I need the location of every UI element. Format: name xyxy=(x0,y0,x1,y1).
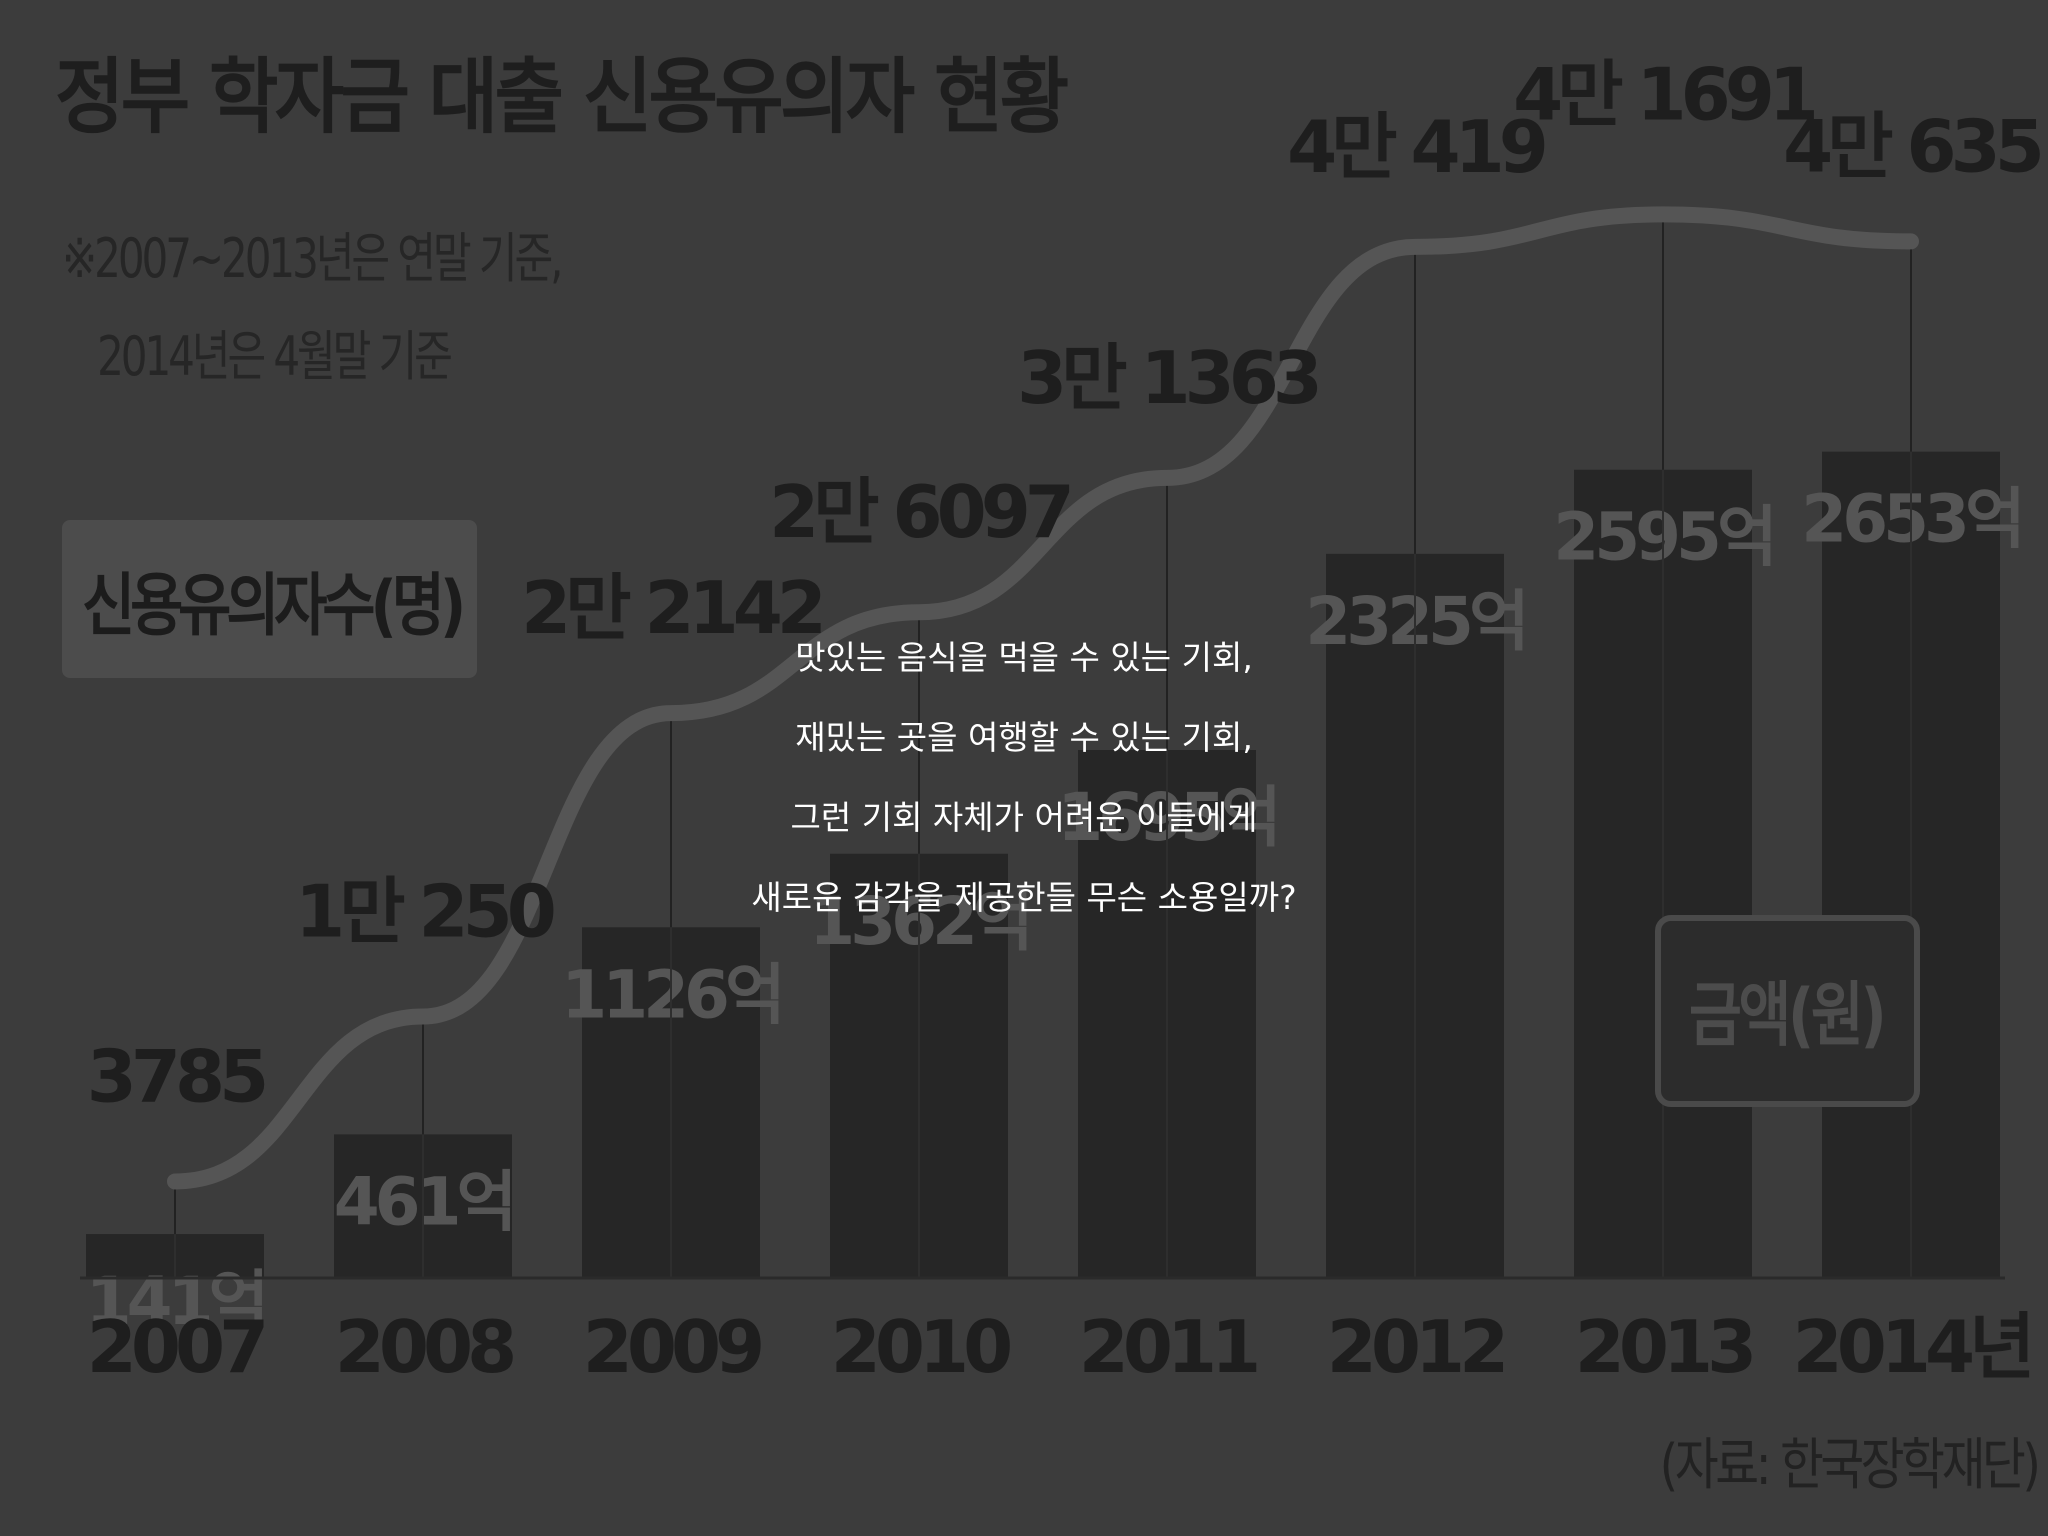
legend-amount-label: 금액(원) xyxy=(1655,915,1920,1107)
chart-title: 정부 학자금 대출 신용유의자 현황 xyxy=(55,50,1069,145)
bar-value-label: 2325억 xyxy=(1305,583,1524,660)
chart-source: (자료: 한국장학재단) xyxy=(1660,1433,2041,1498)
count-value-label: 4만 1691 xyxy=(1513,52,1815,136)
bar-value-label: 2595억 xyxy=(1553,499,1772,576)
bar-value-label: 1695억 xyxy=(1057,779,1276,856)
count-line xyxy=(167,206,1919,1190)
bar-value-label: 1126억 xyxy=(561,956,780,1033)
count-value-label: 3785 xyxy=(87,1034,265,1118)
note-line-2: 2014년은 4월말 기준 xyxy=(97,325,453,388)
count-value-label: 2만 2142 xyxy=(521,566,821,650)
count-value-label: 4만 635 xyxy=(1783,104,2041,188)
quote-line-1: 맛있는 음식을 먹을 수 있는 기회, xyxy=(795,638,1253,677)
x-tick-label: 2014년 xyxy=(1793,1305,2030,1389)
count-value-label: 2만 6097 xyxy=(769,470,1070,554)
bar-value-label: 141억 xyxy=(86,1263,265,1340)
bar-value-label: 461억 xyxy=(334,1163,513,1240)
x-tick-label: 2008 xyxy=(335,1305,513,1389)
count-value-label: 4만 419 xyxy=(1287,105,1545,189)
chart-note: ※2007~2013년은 연말 기준, 2014년은 4월말 기준 xyxy=(62,210,563,406)
quote-line-3: 그런 기회 자체가 어려운 이들에게 xyxy=(790,798,1258,837)
legend-count-text: 신용유의자수(명) xyxy=(82,567,466,646)
legend-amount-text: 금액(원) xyxy=(1689,974,1887,1056)
count-value-label: 3만 1363 xyxy=(1017,336,1318,420)
legend-count-label: 신용유의자수(명) xyxy=(62,520,477,678)
bar-value-label: 2653억 xyxy=(1801,481,2020,558)
quote-line-2: 재밌는 곳을 여행할 수 있는 기회, xyxy=(795,718,1253,757)
x-tick-label: 2011 xyxy=(1079,1305,1257,1389)
overlay-quote: 맛있는 음식을 먹을 수 있는 기회, 재밌는 곳을 여행할 수 있는 기회, … xyxy=(0,618,2048,938)
x-tick-label: 2010 xyxy=(831,1305,1010,1389)
x-tick-label: 2009 xyxy=(583,1305,761,1389)
count-value-label: 1만 250 xyxy=(295,870,554,954)
x-tick-label: 2007 xyxy=(87,1305,264,1389)
quote-line-4: 새로운 감각을 제공한들 무슨 소용일까? xyxy=(751,878,1297,917)
note-line-1: ※2007~2013년은 연말 기준, xyxy=(62,227,563,290)
x-tick-label: 2013 xyxy=(1575,1305,1752,1389)
bar-value-label: 1362억 xyxy=(809,883,1028,960)
x-tick-label: 2012 xyxy=(1327,1305,1503,1389)
